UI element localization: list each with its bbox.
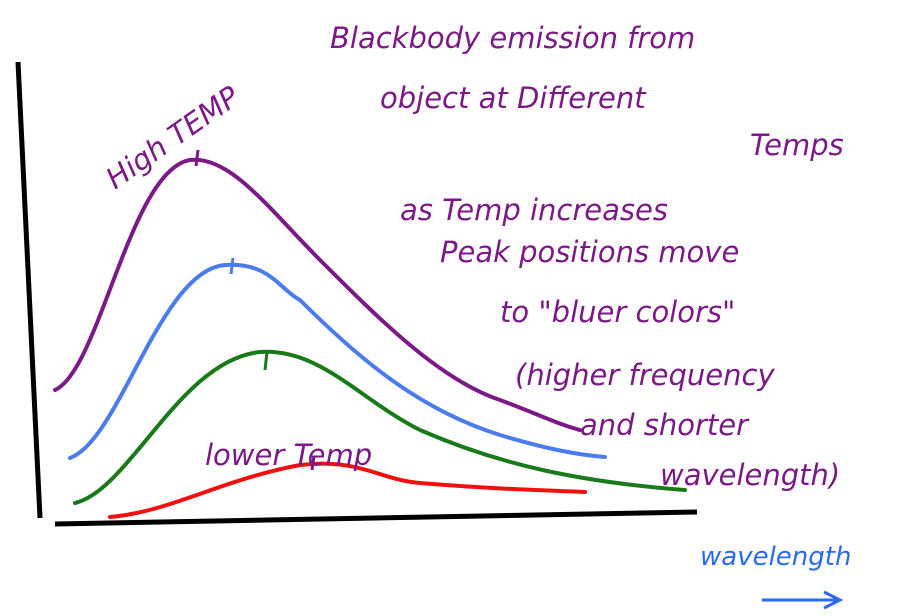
title-line: Temps (750, 128, 844, 162)
note-line: Peak positions move (440, 235, 739, 269)
title-line: object at Different (380, 81, 647, 115)
peak-mark (196, 150, 198, 166)
note-line: as Temp increases (400, 193, 668, 227)
note-line: to "bluer colors" (500, 295, 735, 329)
note-line: and shorter (580, 408, 750, 442)
diagram: High TEMP Blackbody emission from object… (0, 0, 915, 616)
note-line: wavelength) (660, 458, 840, 492)
peak-mark (265, 352, 267, 370)
peak-mark (231, 258, 233, 274)
x-axis-label: wavelength (700, 542, 851, 572)
low-temp-label: lower Temp (205, 438, 372, 472)
title-line: Blackbody emission from (330, 21, 695, 55)
note-line: (higher frequency (515, 358, 775, 392)
